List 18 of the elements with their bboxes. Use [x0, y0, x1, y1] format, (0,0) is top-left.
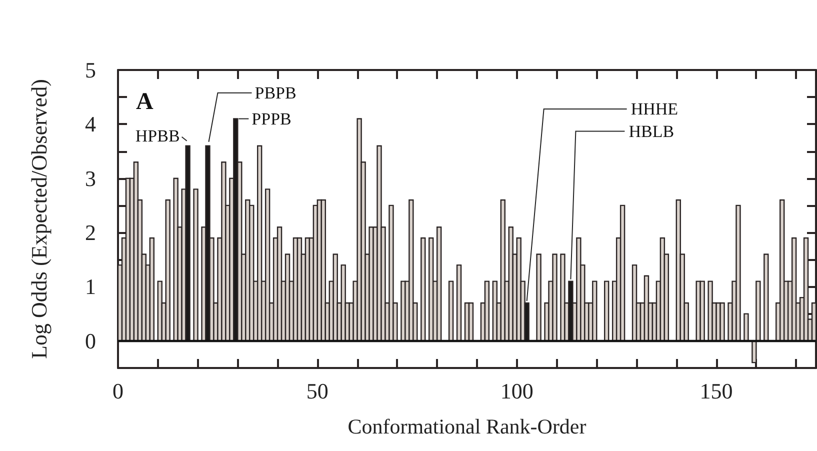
annotation: A [136, 89, 154, 115]
y-axis-title: Log Odds (Expected/Observed) [26, 79, 52, 359]
y-tick-label: 2 [85, 220, 96, 246]
x-axis-title: Conformational Rank-Order [348, 414, 586, 438]
x-tick-label: 150 [700, 378, 733, 404]
annotation: HPBB [135, 126, 180, 146]
annotation: HBLB [628, 122, 674, 141]
y-tick-label: 0 [85, 328, 96, 354]
annotation: PBPB [254, 83, 296, 102]
y-tick-label: 3 [85, 166, 96, 191]
x-tick-label: 100 [500, 378, 534, 404]
annotation: PPPB [252, 109, 292, 128]
y-tick-label: 1 [85, 274, 96, 300]
annotation: HHHE [630, 99, 678, 118]
y-tick-label: 5 [85, 58, 96, 82]
x-tick-label: 0 [112, 378, 124, 404]
x-tick-label: 50 [306, 378, 328, 404]
y-tick-label: 4 [85, 112, 96, 137]
